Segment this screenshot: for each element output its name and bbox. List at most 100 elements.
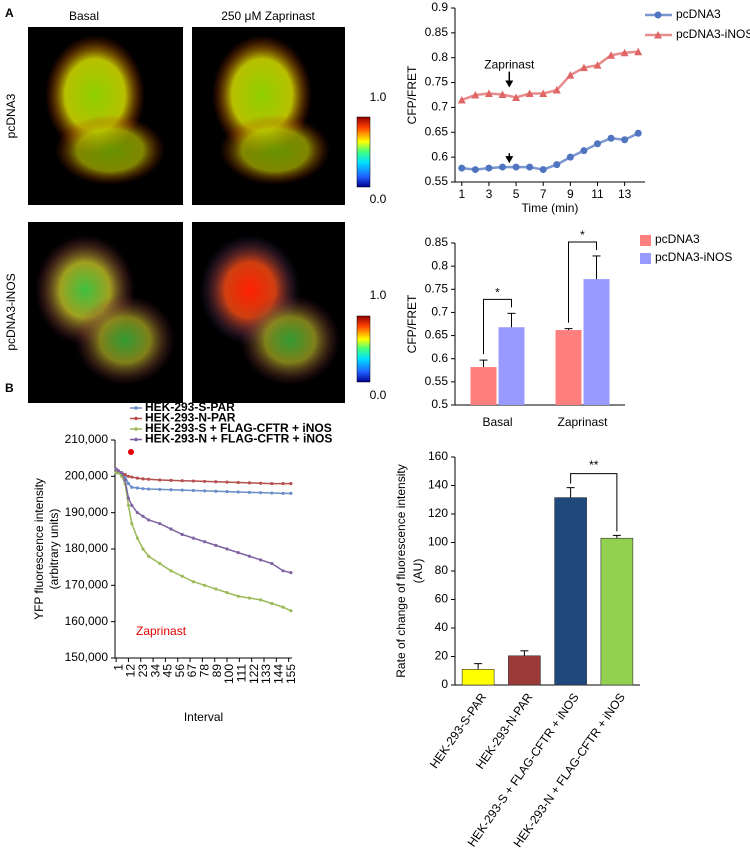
- bar: [498, 327, 525, 405]
- y-tick-label: 0.9: [431, 0, 448, 14]
- point: [191, 536, 196, 540]
- y-tick-label: 0.85: [425, 235, 449, 249]
- annotation: Zaprinast: [136, 624, 187, 638]
- legend-marker: [134, 406, 138, 410]
- significance-label: *: [495, 286, 500, 300]
- y-axis-title: (arbitrary units): [47, 509, 61, 590]
- x-tick-label: 3: [486, 187, 493, 201]
- legend-marker: [654, 31, 662, 39]
- row-header: pcDNA3-iNOS: [4, 273, 18, 350]
- point: [126, 503, 131, 507]
- point: [607, 134, 615, 142]
- point: [141, 514, 145, 518]
- point: [147, 487, 151, 491]
- point: [593, 61, 602, 69]
- y-axis-title: (AU): [411, 559, 425, 584]
- point: [259, 558, 263, 562]
- y-tick-label: 200,000: [65, 469, 109, 483]
- point: [180, 532, 184, 537]
- point: [141, 547, 145, 551]
- point: [457, 95, 466, 104]
- point: [236, 490, 240, 494]
- series-line: [115, 468, 292, 574]
- x-tick-label: 133: [259, 664, 273, 684]
- point: [579, 63, 588, 72]
- point: [135, 486, 140, 490]
- micrograph: [192, 27, 345, 205]
- point: [169, 569, 173, 573]
- point: [281, 491, 285, 496]
- annotation: Zaprinast: [484, 57, 535, 71]
- legend-marker: [134, 427, 138, 431]
- x-tick-label: 5: [513, 187, 520, 201]
- x-tick-label: 9: [567, 187, 574, 201]
- point: [130, 521, 134, 526]
- y-tick-label: 0.65: [425, 328, 449, 342]
- significance-bracket: [570, 473, 618, 532]
- colorbar: [356, 116, 371, 188]
- point: [236, 594, 240, 598]
- point: [214, 543, 218, 547]
- point: [580, 147, 588, 155]
- point: [214, 489, 218, 493]
- series-line: [116, 471, 292, 612]
- point: [281, 569, 285, 573]
- point: [499, 163, 506, 171]
- point: [471, 91, 480, 99]
- point: [158, 561, 162, 566]
- x-tick-label: 12: [124, 664, 138, 678]
- point: [621, 136, 629, 144]
- point: [259, 481, 263, 485]
- y-tick-label: 0.6: [431, 351, 448, 365]
- point: [169, 488, 173, 492]
- point: [141, 487, 145, 491]
- point: [147, 477, 151, 481]
- point: [270, 601, 274, 606]
- point: [539, 166, 547, 174]
- point: [247, 554, 252, 558]
- point: [236, 480, 240, 485]
- bar: [555, 330, 582, 405]
- point: [247, 481, 252, 485]
- x-tick-label: 1: [458, 187, 465, 201]
- y-tick-label: 0.55: [425, 374, 449, 388]
- significance-label: **: [589, 458, 599, 472]
- x-axis-title: Interval: [184, 710, 223, 724]
- point: [236, 551, 240, 555]
- point: [126, 474, 131, 478]
- y-tick-label: 160: [428, 449, 448, 463]
- point: [247, 596, 252, 600]
- point: [270, 491, 274, 495]
- point: [135, 476, 140, 480]
- point: [270, 482, 274, 486]
- point: [539, 89, 548, 98]
- y-tick-label: 40: [435, 620, 449, 634]
- point: [526, 163, 534, 171]
- point: [289, 482, 293, 486]
- y-axis-title: Rate of change of fluorescence intensity: [394, 464, 408, 677]
- micrograph: [28, 222, 183, 403]
- point: [180, 488, 184, 492]
- point: [289, 609, 293, 613]
- y-tick-label: 170,000: [65, 578, 109, 592]
- point: [259, 491, 263, 495]
- point: [135, 511, 140, 515]
- point: [158, 521, 162, 526]
- x-tick-label: 78: [198, 664, 212, 678]
- x-tick-label: 111: [235, 664, 249, 683]
- point: [191, 580, 196, 584]
- y-tick-label: 160,000: [65, 614, 109, 628]
- micrograph: [192, 222, 345, 403]
- column-header: 250 μM Zaprinast: [221, 9, 315, 23]
- point: [225, 591, 229, 595]
- point: [458, 164, 466, 172]
- point: [607, 51, 616, 59]
- point: [180, 574, 184, 578]
- x-tick-label: 45: [161, 664, 175, 678]
- point: [566, 71, 575, 79]
- point: [123, 472, 127, 477]
- point: [289, 571, 293, 575]
- point: [225, 547, 229, 551]
- point: [259, 598, 263, 602]
- x-tick-label: 100: [222, 664, 236, 684]
